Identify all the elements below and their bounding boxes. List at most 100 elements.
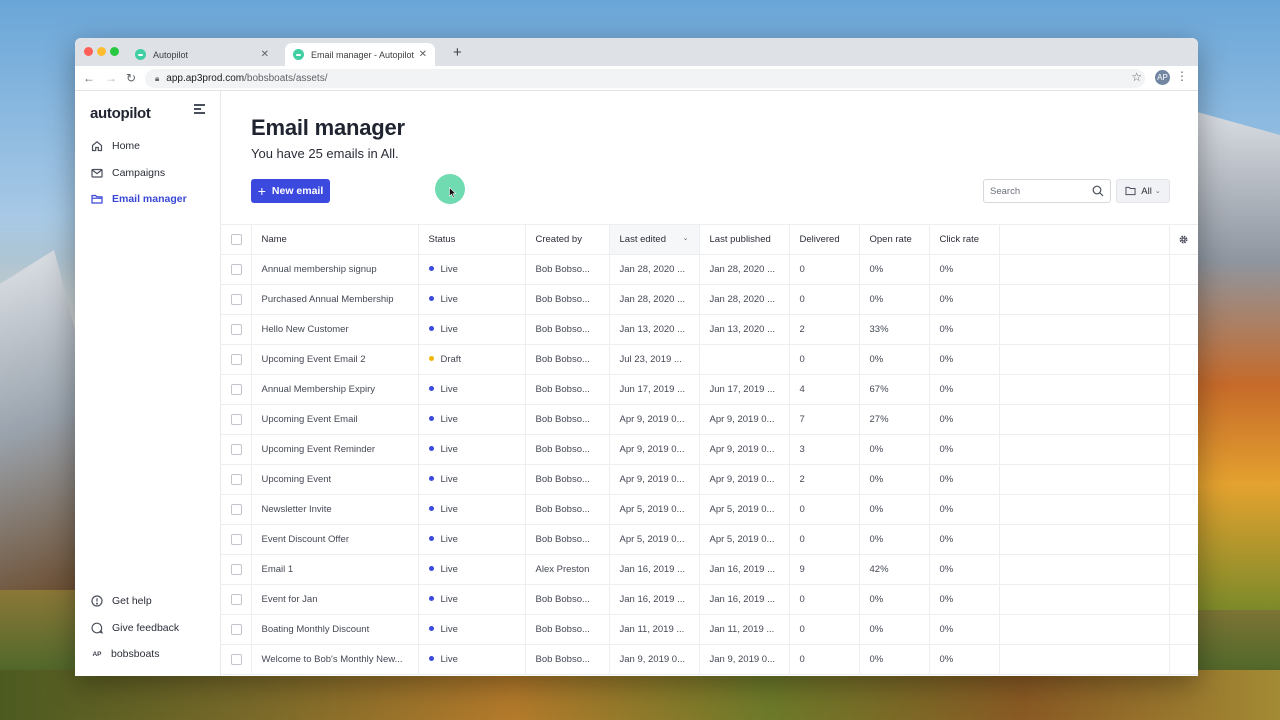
minimize-window-button[interactable] [97, 47, 106, 56]
row-checkbox[interactable] [231, 593, 242, 605]
cell-open-rate: 67% [859, 374, 930, 405]
back-arrow-icon[interactable]: ← [83, 71, 95, 85]
cell-name[interactable]: Upcoming Event Reminder [251, 434, 419, 465]
folder-filter-dropdown[interactable]: All ⌄ [1116, 179, 1170, 203]
close-tab-icon[interactable]: ✕ [418, 49, 427, 60]
row-spacer-cell [999, 344, 1170, 375]
column-header-created-by[interactable]: Created by [525, 224, 610, 255]
sidebar-item-give-feedback[interactable]: Give feedback [75, 615, 220, 642]
cell-name[interactable]: Annual Membership Expiry [251, 374, 419, 405]
cell-last-published: Jan 9, 2019 0... [699, 644, 790, 675]
browser-tab-autopilot[interactable]: Autopilot ✕ [127, 43, 277, 66]
cell-delivered: 0 [789, 344, 860, 375]
row-spacer-cell [999, 464, 1170, 495]
cell-name[interactable]: Newsletter Invite [251, 494, 419, 525]
table-row[interactable]: Boating Monthly Discount Live Bob Bobso...… [221, 614, 1198, 645]
cell-name[interactable]: Event Discount Offer [251, 524, 419, 555]
column-header-click-rate[interactable]: Click rate [929, 224, 1000, 255]
sidebar-item-account[interactable]: AP bobsboats [75, 641, 220, 668]
cell-name[interactable]: Hello New Customer [251, 314, 419, 345]
cell-name[interactable]: Email 1 [251, 554, 419, 585]
autopilot-favicon-icon [293, 49, 304, 60]
cell-name[interactable]: Annual membership signup [251, 254, 419, 285]
new-email-button[interactable]: + New email [251, 179, 330, 203]
column-header-last-published[interactable]: Last published [699, 224, 790, 255]
row-checkbox[interactable] [231, 533, 242, 545]
cell-delivered: 7 [789, 404, 860, 435]
cell-last-edited: Jul 23, 2019 ... [609, 344, 700, 375]
autopilot-logo[interactable]: autopilot [90, 105, 151, 122]
table-row[interactable]: Email 1 Live Alex Preston Jan 16, 2019 ... J… [221, 554, 1198, 585]
row-checkbox[interactable] [231, 443, 242, 455]
new-tab-button[interactable]: + [453, 44, 462, 61]
table-row[interactable]: Welcome to Bob's Monthly New... Live Bob B… [221, 644, 1198, 675]
cell-name[interactable]: Event for Jan [251, 584, 419, 615]
sidebar-item-email-manager[interactable]: Email manager [75, 186, 220, 213]
close-window-button[interactable] [84, 47, 93, 56]
bookmark-star-icon[interactable]: ☆ [1131, 70, 1142, 84]
row-checkbox[interactable] [231, 623, 242, 635]
row-checkbox[interactable] [231, 383, 242, 395]
maximize-window-button[interactable] [110, 47, 119, 56]
row-checkbox[interactable] [231, 473, 242, 485]
cell-name[interactable]: Upcoming Event Email [251, 404, 419, 435]
reload-icon[interactable]: ↻ [126, 71, 137, 85]
table-row[interactable]: Event Discount Offer Live Bob Bobso... Apr … [221, 524, 1198, 555]
row-select-cell [221, 554, 252, 585]
table-row[interactable]: Upcoming Event Live Bob Bobso... Apr 9, 201… [221, 464, 1198, 495]
close-tab-icon[interactable]: ✕ [260, 49, 269, 60]
row-spacer-cell [999, 524, 1170, 555]
url-field[interactable]: 🔒︎ app.ap3prod.com/bobsboats/assets/ [145, 69, 1145, 88]
row-checkbox[interactable] [231, 263, 242, 275]
row-checkbox[interactable] [231, 413, 242, 425]
extension-icon[interactable]: AP [1155, 70, 1170, 85]
search-icon[interactable] [1092, 185, 1104, 197]
row-checkbox[interactable] [231, 323, 242, 335]
cell-click-rate: 0% [929, 584, 1000, 615]
cell-click-rate: 0% [929, 374, 1000, 405]
table-row[interactable]: Annual membership signup Live Bob Bobso...… [221, 254, 1198, 285]
table-row[interactable]: Newsletter Invite Live Bob Bobso... Apr 5, … [221, 494, 1198, 525]
cell-name[interactable]: Boating Monthly Discount [251, 614, 419, 645]
row-checkbox[interactable] [231, 353, 242, 365]
status-label: Live [440, 384, 458, 395]
column-header-name[interactable]: Name [251, 224, 419, 255]
email-table: Name Status Created by ⌄ Last edited Last… [221, 224, 1198, 675]
sidebar-item-home[interactable]: Home [75, 133, 220, 160]
cell-name[interactable]: Welcome to Bob's Monthly New... [251, 644, 419, 675]
column-header-status[interactable]: Status [418, 224, 526, 255]
row-end-cell [1169, 404, 1198, 435]
table-row[interactable]: Purchased Annual Membership Live Bob Bobso… [221, 284, 1198, 315]
browser-tab-email-manager[interactable]: Email manager - Autopilot ✕ [285, 43, 435, 66]
status-label: Live [440, 594, 458, 605]
row-checkbox[interactable] [231, 653, 242, 665]
status-dot-icon [428, 625, 434, 631]
column-header-open-rate[interactable]: Open rate [859, 224, 930, 255]
mouse-pointer-icon [449, 187, 457, 198]
cell-last-published: Jun 17, 2019 ... [699, 374, 790, 405]
forward-arrow-icon[interactable]: → [105, 71, 117, 85]
cell-name[interactable]: Purchased Annual Membership [251, 284, 419, 315]
cell-delivered: 4 [789, 374, 860, 405]
row-checkbox[interactable] [231, 503, 242, 515]
row-select-cell [221, 284, 252, 315]
table-row[interactable]: Event for Jan Live Bob Bobso... Jan 16, 201… [221, 584, 1198, 615]
browser-menu-icon[interactable]: ⋮ [1176, 69, 1188, 83]
table-row[interactable]: Hello New Customer Live Bob Bobso... Jan 13… [221, 314, 1198, 345]
gear-icon[interactable] [1178, 234, 1189, 245]
row-checkbox[interactable] [231, 563, 242, 575]
collapse-sidebar-icon[interactable] [194, 104, 205, 116]
search-input[interactable] [990, 185, 1092, 197]
table-row[interactable]: Upcoming Event Reminder Live Bob Bobso... A… [221, 434, 1198, 465]
table-row[interactable]: Upcoming Event Email 2 Draft Bob Bobso... J… [221, 344, 1198, 375]
table-row[interactable]: Upcoming Event Email Live Bob Bobso... Apr … [221, 404, 1198, 435]
sidebar-item-campaigns[interactable]: Campaigns [75, 160, 220, 187]
cell-name[interactable]: Upcoming Event Email 2 [251, 344, 419, 375]
sidebar-item-get-help[interactable]: Get help [75, 588, 220, 615]
column-header-delivered[interactable]: Delivered [789, 224, 860, 255]
table-row[interactable]: Annual Membership Expiry Live Bob Bobso...… [221, 374, 1198, 405]
column-header-last-edited[interactable]: ⌄ Last edited [609, 224, 700, 255]
cell-name[interactable]: Upcoming Event [251, 464, 419, 495]
select-all-checkbox[interactable] [231, 233, 242, 245]
row-checkbox[interactable] [231, 293, 242, 305]
